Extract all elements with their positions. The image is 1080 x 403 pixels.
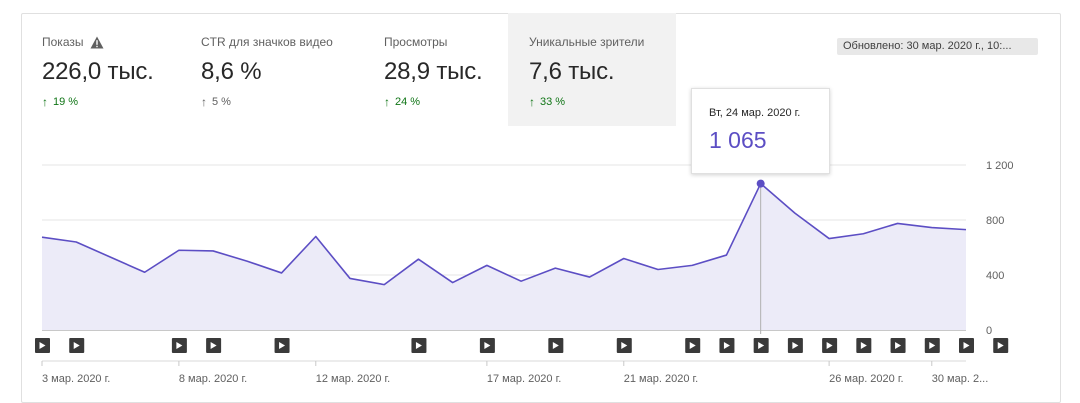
metric-delta: ↑ 33 % [529, 96, 676, 108]
metric-delta-value: 24 % [395, 96, 421, 108]
play-icon[interactable] [890, 338, 906, 353]
metric-impressions[interactable]: Показы 226,0 тыс. ↑ 19 % [21, 13, 189, 126]
updated-badge: Обновлено: 30 мар. 2020 г., 10:... [837, 38, 1038, 55]
metric-delta: ↑ 24 % [384, 96, 531, 108]
play-icon[interactable] [616, 338, 632, 353]
x-tick-label: 8 мар. 2020 г. [179, 373, 247, 385]
play-icon[interactable] [822, 338, 838, 353]
metric-value: 8,6 % [201, 58, 262, 85]
y-tick-label: 400 [986, 270, 1004, 282]
metric-delta-value: 5 % [212, 96, 231, 108]
play-icon[interactable] [753, 338, 769, 353]
play-icon[interactable] [787, 338, 803, 353]
metric-value: 226,0 тыс. [42, 58, 154, 85]
x-tick-label: 12 мар. 2020 г. [316, 373, 390, 385]
play-icon[interactable] [959, 338, 974, 353]
play-icon[interactable] [479, 338, 495, 353]
play-icon[interactable] [69, 338, 85, 353]
x-tick-label: 3 мар. 2020 г. [42, 373, 110, 385]
metric-value: 7,6 тыс. [529, 58, 615, 85]
highlight-point [756, 179, 765, 188]
metric-delta: ↑ 5 % [201, 96, 348, 108]
warning-icon[interactable] [90, 36, 104, 49]
metric-label: Уникальные зрители [529, 35, 645, 49]
tooltip-value: 1 065 [709, 127, 767, 153]
x-tick-label: 17 мар. 2020 г. [487, 373, 561, 385]
metric-delta-value: 19 % [53, 96, 79, 108]
play-icon[interactable] [924, 338, 940, 353]
tooltip-date: Вт, 24 мар. 2020 г. [709, 107, 801, 119]
x-tick-label: 21 мар. 2020 г. [624, 373, 698, 385]
metric-ctr[interactable]: CTR для значков видео 8,6 % ↑ 5 % [180, 13, 348, 126]
x-tick-label: 30 мар. 2... [932, 373, 989, 385]
play-icon[interactable] [171, 338, 187, 353]
series-line [41, 182, 967, 286]
metric-unique-viewers[interactable]: Уникальные зрители 7,6 тыс. ↑ 33 % [508, 13, 676, 126]
play-icon[interactable] [274, 338, 290, 353]
metric-delta: ↑ 19 % [42, 96, 189, 108]
play-icon[interactable] [206, 338, 222, 353]
y-tick-label: 0 [986, 325, 992, 337]
play-icon[interactable] [411, 338, 427, 353]
metric-label: Просмотры [384, 35, 448, 49]
y-tick-label: 1 200 [986, 160, 1014, 172]
metric-label: Показы [42, 35, 84, 49]
play-icon[interactable] [993, 338, 1009, 353]
play-icon[interactable] [856, 338, 872, 353]
metric-delta-value: 33 % [540, 96, 566, 108]
metric-views[interactable]: Просмотры 28,9 тыс. ↑ 24 % [363, 13, 531, 126]
chart-tooltip: Вт, 24 мар. 2020 г. 1 065 [691, 88, 830, 174]
y-tick-label: 800 [986, 215, 1004, 227]
arrow-up-icon: ↑ [384, 95, 390, 109]
arrow-up-icon: ↑ [42, 95, 48, 109]
play-icon[interactable] [35, 338, 50, 353]
arrow-up-icon: ↑ [529, 95, 535, 109]
metric-value: 28,9 тыс. [384, 58, 483, 85]
play-icon[interactable] [685, 338, 701, 353]
series-area [42, 183, 966, 330]
x-tick-label: 26 мар. 2020 г. [829, 373, 903, 385]
arrow-up-icon: ↑ [201, 95, 207, 109]
play-icon[interactable] [719, 338, 735, 353]
play-icon[interactable] [548, 338, 564, 353]
metric-label: CTR для значков видео [201, 35, 333, 49]
